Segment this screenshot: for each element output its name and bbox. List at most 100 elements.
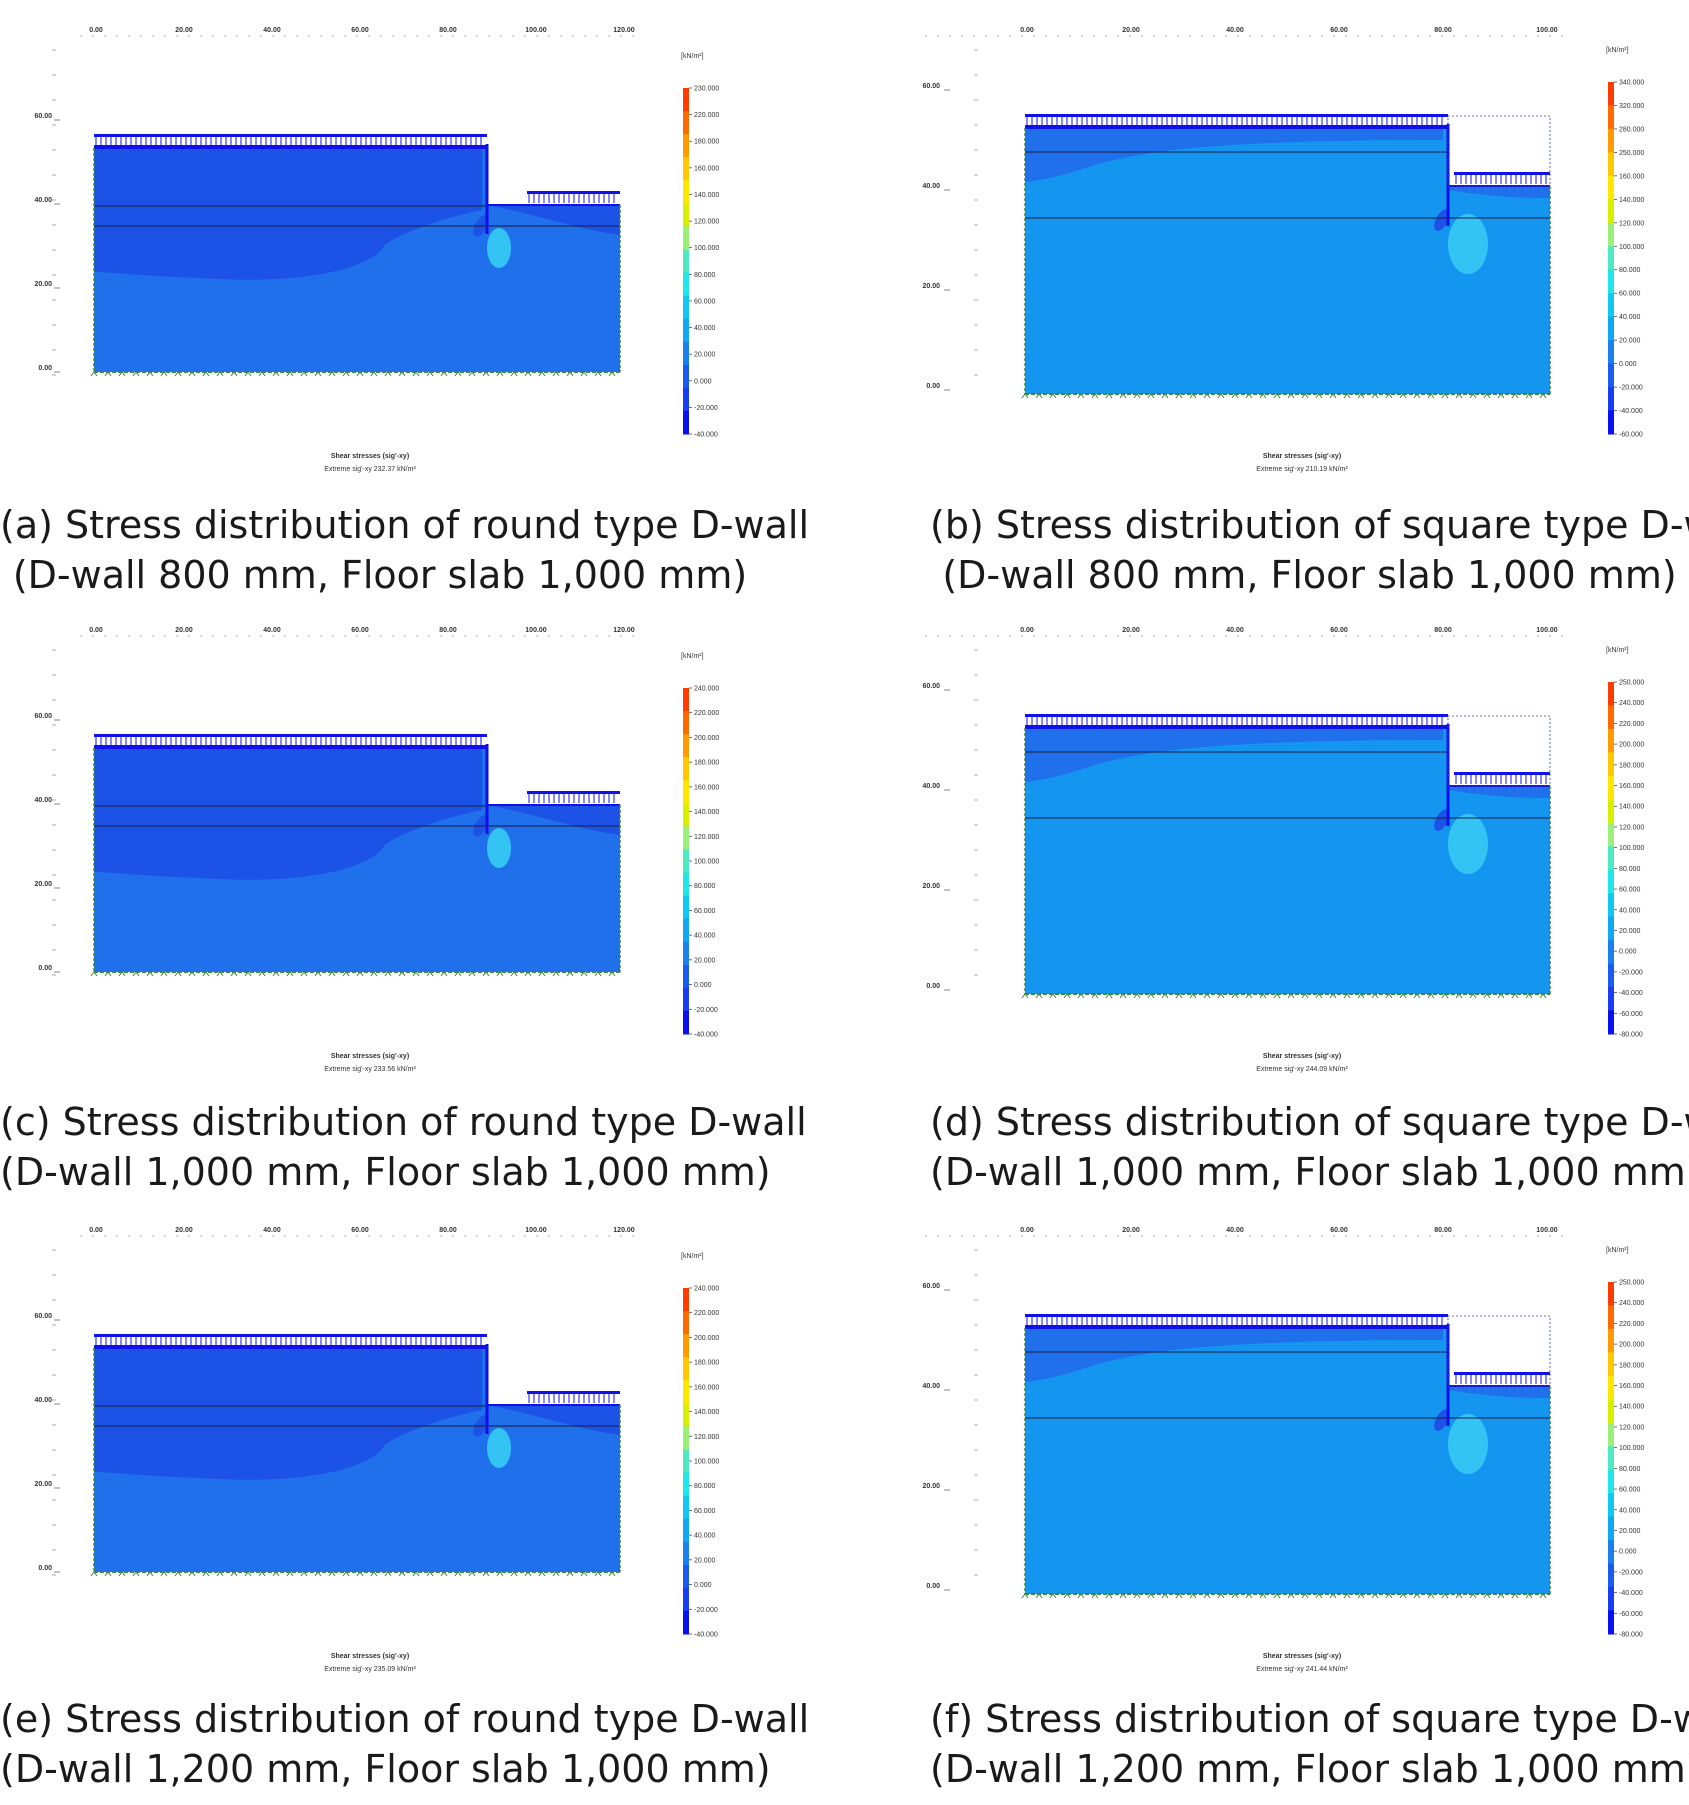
legend-label-c-1: 220.000 bbox=[694, 710, 719, 717]
y-tick-e-0: 60.00 bbox=[34, 1313, 52, 1320]
legend-c: [kN/m²] 240.000 220.000 200.000 180.000 160.0… bbox=[681, 653, 719, 1039]
support-e bbox=[216, 1571, 224, 1577]
excavation-d bbox=[1448, 724, 1552, 786]
legend-swatch-b-12 bbox=[1608, 363, 1614, 388]
legend-label-a-0: 230.000 bbox=[694, 86, 719, 93]
legend-e: [kN/m²] 240.000 220.000 200.000 180.000 160.0… bbox=[681, 1253, 719, 1639]
support-d bbox=[1315, 993, 1323, 999]
legend-b: [kN/m²] 340.000 320.000 280.000 250.000 160.0… bbox=[1606, 47, 1644, 439]
x-tick-a-6: 120.00 bbox=[613, 27, 635, 34]
support-c bbox=[342, 971, 350, 977]
support-b bbox=[1217, 393, 1225, 399]
y-tick-a-2: 20.00 bbox=[34, 281, 52, 288]
support-e bbox=[146, 1571, 154, 1577]
legend-swatch-c-11 bbox=[683, 941, 689, 966]
support-b bbox=[1427, 393, 1435, 399]
caption-d-line1: (d) Stress distribution of square type D… bbox=[930, 1100, 1689, 1144]
support-c bbox=[482, 971, 490, 977]
load-base-e bbox=[94, 1345, 487, 1349]
x-tick-f-3: 60.00 bbox=[1330, 1227, 1348, 1234]
support-a bbox=[524, 371, 532, 377]
support-f bbox=[1147, 1593, 1155, 1599]
legend-swatch-e-13 bbox=[683, 1587, 689, 1612]
support-f bbox=[1049, 1593, 1057, 1599]
x-tick-c-6: 120.00 bbox=[613, 627, 635, 634]
support-e bbox=[132, 1571, 140, 1577]
support-d bbox=[1343, 993, 1351, 999]
load2-bar-f bbox=[1454, 1372, 1550, 1375]
surface-load-retained-e bbox=[94, 1334, 487, 1349]
legend-swatch-a-9 bbox=[683, 295, 689, 320]
caption-c-line2: (D-wall 1,000 mm, Floor slab 1,000 mm) bbox=[0, 1150, 771, 1194]
support-a bbox=[538, 371, 546, 377]
support-c bbox=[356, 971, 364, 977]
load-base-b bbox=[1025, 125, 1448, 129]
support-f bbox=[1119, 1593, 1127, 1599]
legend-label-f-3: 200.000 bbox=[1619, 1342, 1644, 1349]
legend-label-b-5: 140.000 bbox=[1619, 197, 1644, 204]
support-c bbox=[104, 971, 112, 977]
legend-swatch-a-2 bbox=[683, 134, 689, 158]
legend-label-b-8: 80.000 bbox=[1619, 267, 1641, 274]
legend-swatch-c-1 bbox=[683, 711, 689, 735]
support-c bbox=[286, 971, 294, 977]
load2-bar-c bbox=[527, 791, 620, 794]
exc-zone-f bbox=[1448, 1386, 1550, 1398]
x-tick-d-1: 20.00 bbox=[1122, 627, 1140, 634]
x-tick-d-2: 40.00 bbox=[1226, 627, 1244, 634]
support-f bbox=[1035, 1593, 1043, 1599]
load-bar-b bbox=[1025, 114, 1448, 117]
caption-e-line1: (e) Stress distribution of round type D-… bbox=[0, 1697, 810, 1741]
legend-label-f-16: -60.000 bbox=[1619, 1611, 1643, 1618]
surface-load-excavated-e bbox=[527, 1391, 620, 1403]
support-c bbox=[594, 971, 602, 977]
legend-label-f-14: -20.000 bbox=[1619, 1569, 1643, 1576]
legend-label-e-11: 20.000 bbox=[694, 1557, 716, 1564]
legend-swatch-c-14 bbox=[683, 1010, 689, 1035]
x-tick-c-1: 20.00 bbox=[175, 627, 193, 634]
x-tick-e-3: 60.00 bbox=[351, 1227, 369, 1234]
legend-swatch-f-10 bbox=[1608, 1516, 1614, 1541]
support-b bbox=[1497, 393, 1505, 399]
x-tick-b-0: 0.00 bbox=[1020, 27, 1034, 34]
support-d bbox=[1063, 993, 1071, 999]
support-a bbox=[244, 371, 252, 377]
legend-label-e-7: 100.000 bbox=[694, 1459, 719, 1466]
x-tick-b-3: 60.00 bbox=[1330, 27, 1348, 34]
stress-plot-e: 0.00 20.00 40.00 60.00 80.00 100.00 120.00 60.0… bbox=[34, 1227, 719, 1673]
x-tick-a-2: 40.00 bbox=[263, 27, 281, 34]
legend-swatch-e-7 bbox=[683, 1449, 689, 1474]
support-b bbox=[1385, 393, 1393, 399]
support-d bbox=[1133, 993, 1141, 999]
support-e bbox=[244, 1571, 252, 1577]
stress-panel-b: 0.00 20.00 40.00 60.00 80.00 100.00 60.00 40.00… bbox=[845, 0, 1689, 600]
legend-label-a-2: 180.000 bbox=[694, 139, 719, 146]
support-e bbox=[482, 1571, 490, 1577]
support-b bbox=[1413, 393, 1421, 399]
y-tick-a-1: 40.00 bbox=[34, 197, 52, 204]
stress-bulb-b bbox=[1448, 214, 1488, 274]
support-b bbox=[1343, 393, 1351, 399]
legend-label-f-10: 60.000 bbox=[1619, 1487, 1641, 1494]
support-f bbox=[1063, 1593, 1071, 1599]
support-a bbox=[230, 371, 238, 377]
high-stress-zone-e bbox=[94, 1348, 482, 1480]
surface-load-excavated-a bbox=[527, 191, 620, 203]
support-a bbox=[566, 371, 574, 377]
support-d bbox=[1035, 993, 1043, 999]
x-tick-d-0: 0.00 bbox=[1020, 627, 1034, 634]
support-f bbox=[1161, 1593, 1169, 1599]
stress-plot-b: 0.00 20.00 40.00 60.00 80.00 100.00 60.00 40.00… bbox=[922, 27, 1644, 473]
legend-swatch-c-4 bbox=[683, 780, 689, 804]
support-b bbox=[1091, 393, 1099, 399]
support-b bbox=[1315, 393, 1323, 399]
legend-swatch-f-9 bbox=[1608, 1493, 1614, 1518]
legend-label-b-3: 250.000 bbox=[1619, 150, 1644, 157]
y-tick-e-3: 0.00 bbox=[38, 1565, 52, 1572]
legend-label-d-12: 20.000 bbox=[1619, 928, 1641, 935]
legend-swatch-a-12 bbox=[683, 364, 689, 389]
support-d bbox=[1329, 993, 1337, 999]
support-f bbox=[1469, 1593, 1477, 1599]
stress-bulb-c bbox=[487, 828, 511, 868]
high-stress-zone-f bbox=[1025, 1328, 1443, 1382]
